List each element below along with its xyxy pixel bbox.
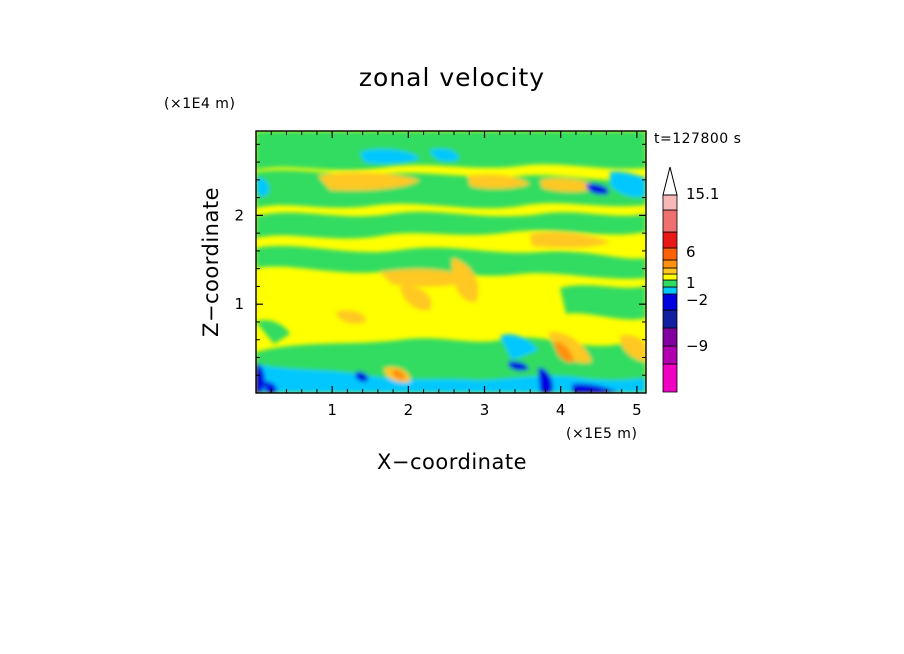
colorbar-label: −9	[686, 337, 708, 355]
x-tick-label: 4	[556, 401, 566, 419]
field-region-cyan	[360, 149, 420, 165]
colorbar-band	[662, 267, 678, 275]
colorbar-band	[662, 293, 678, 311]
colorbar-extend-arrow	[662, 166, 678, 196]
colorbar-label: 6	[686, 243, 696, 261]
chart-title: zonal velocity	[359, 63, 545, 92]
colorbar-band	[662, 273, 678, 281]
field-region-orange	[540, 178, 600, 192]
field-region-orange	[400, 285, 432, 311]
field-region-blue	[538, 367, 553, 393]
field-region-deep_orange	[554, 341, 574, 363]
field-region-blue	[572, 383, 620, 393]
y-axis-label: Z−coordinate	[199, 187, 223, 337]
x-tick-label: 3	[480, 401, 490, 419]
field-region-orange	[380, 269, 470, 287]
field-region-blue	[586, 183, 609, 195]
x-axis-label: X−coordinate	[377, 450, 527, 474]
field-region-green	[256, 245, 646, 279]
field-region-green	[560, 285, 646, 320]
colorbar-band	[662, 194, 678, 211]
heatmap-field	[256, 131, 646, 393]
colorbar-band	[662, 286, 678, 295]
plot-frame	[255, 130, 647, 394]
field-region-orange	[451, 258, 479, 303]
y-axis-unit: (×1E4 m)	[164, 96, 235, 112]
x-axis-ticks: 1 2 3 4 5	[270, 131, 642, 419]
colorbar-band	[662, 231, 678, 249]
y-axis-ticks: 12	[234, 143, 646, 376]
x-tick-label: 5	[632, 401, 642, 419]
colorbar-band	[662, 209, 678, 233]
field-region-blue	[355, 371, 369, 382]
field-region-blue	[256, 362, 265, 393]
field-region-orange	[530, 232, 610, 248]
field-region-orange	[548, 331, 592, 363]
field-region-deep_orange	[392, 369, 406, 380]
colorbar-band	[662, 309, 678, 329]
colorbar-band	[662, 363, 678, 393]
time-label: t=127800 s	[654, 131, 741, 147]
x-tick-label: 1	[327, 401, 337, 419]
colorbar-band	[662, 327, 678, 347]
colorbar-label: 1	[686, 274, 696, 292]
field-region-cyan	[430, 148, 459, 162]
field-region-green	[256, 320, 290, 344]
x-tick-label: 2	[404, 401, 414, 419]
colorbar-label: −2	[686, 291, 708, 309]
field-region-cyan	[610, 171, 646, 198]
field-region-blue	[264, 381, 278, 393]
field-region-orange	[620, 334, 646, 362]
field-region-cyan	[500, 334, 538, 360]
field-region-cyan	[256, 177, 270, 197]
field-region-blue	[508, 361, 529, 371]
colorbar-band	[662, 247, 678, 261]
colorbar: 15.1 6 1−2 −9	[662, 166, 719, 393]
field-region-orange	[336, 310, 366, 324]
field-region-green	[256, 211, 646, 239]
y-tick-label: 1	[234, 295, 244, 313]
x-axis-unit: (×1E5 m)	[566, 426, 637, 442]
field-region-orange	[468, 174, 530, 189]
colorbar-band	[662, 345, 678, 365]
field-region-orange	[318, 172, 420, 191]
colorbar-band	[662, 259, 678, 269]
colorbar-band	[662, 279, 678, 288]
colorbar-label: 15.1	[686, 185, 719, 203]
y-tick-label: 2	[234, 206, 244, 224]
